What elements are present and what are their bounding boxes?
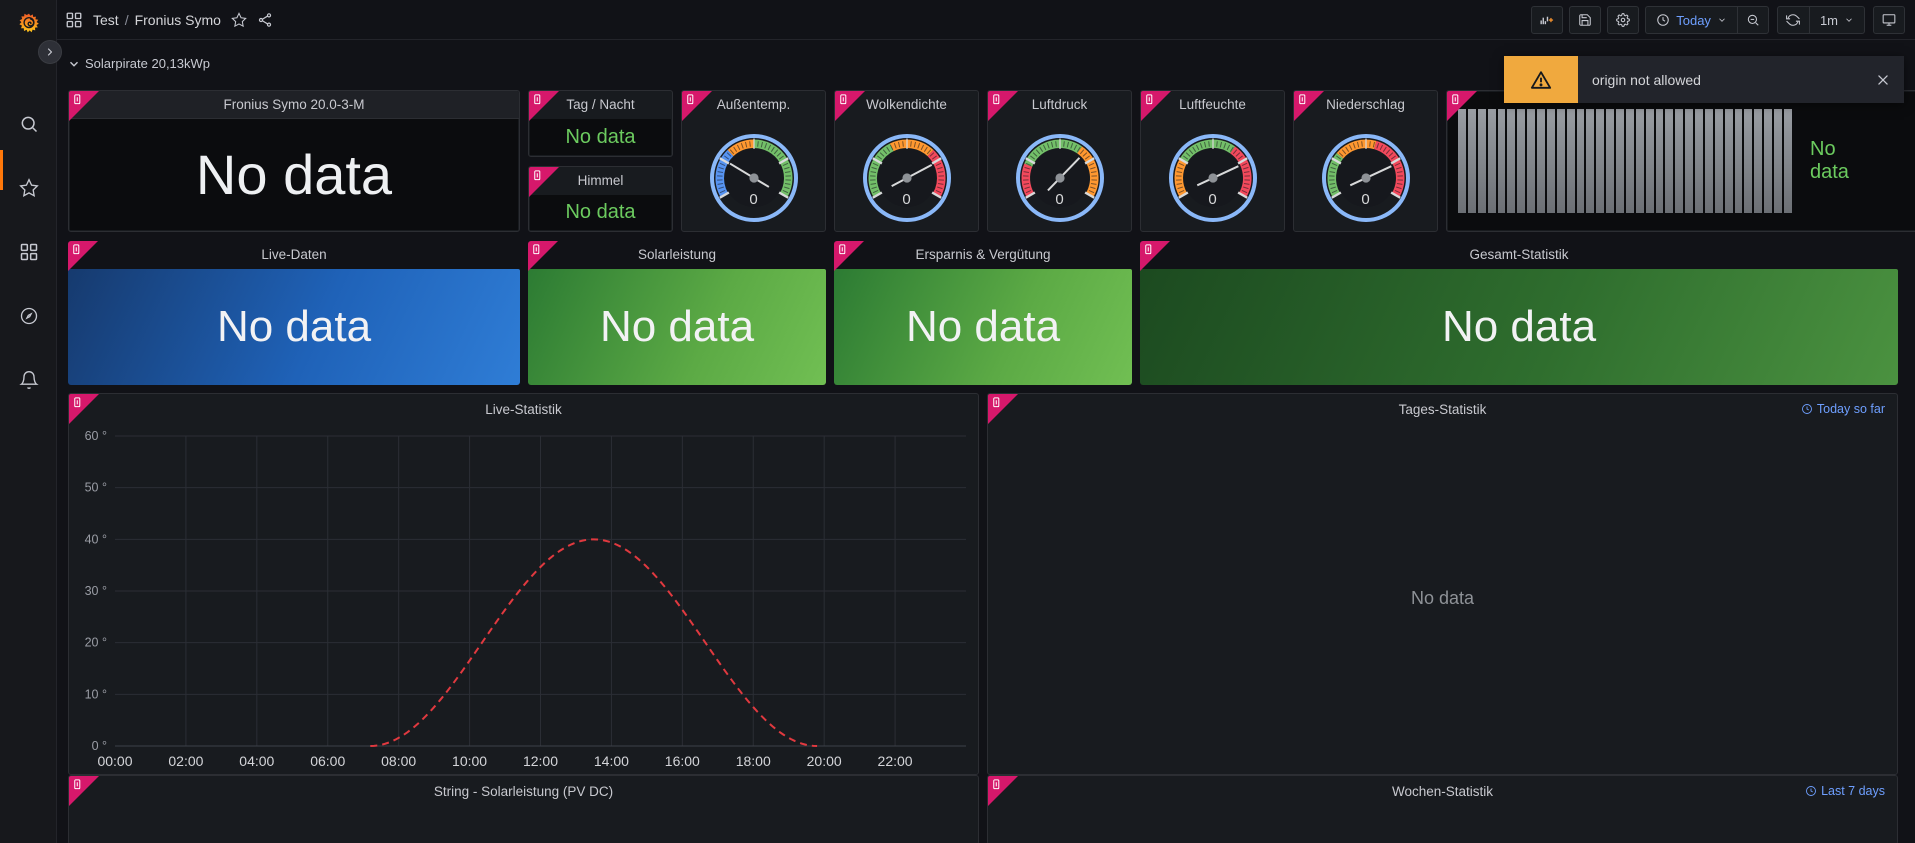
svg-text:16:00: 16:00 [665, 753, 700, 769]
svg-text:08:00: 08:00 [381, 753, 416, 769]
svg-text:12:00: 12:00 [523, 753, 558, 769]
svg-text:20:00: 20:00 [807, 753, 842, 769]
svg-text:06:00: 06:00 [310, 753, 345, 769]
svg-text:20 °: 20 ° [85, 636, 107, 650]
svg-text:10:00: 10:00 [452, 753, 487, 769]
svg-text:02:00: 02:00 [168, 753, 203, 769]
svg-text:60 °: 60 ° [85, 429, 107, 443]
svg-text:0 °: 0 ° [92, 739, 107, 753]
svg-text:00:00: 00:00 [97, 753, 132, 769]
svg-text:10 °: 10 ° [85, 687, 107, 701]
svg-text:40 °: 40 ° [85, 532, 107, 546]
svg-text:04:00: 04:00 [239, 753, 274, 769]
svg-text:14:00: 14:00 [594, 753, 629, 769]
svg-text:18:00: 18:00 [736, 753, 771, 769]
svg-text:22:00: 22:00 [878, 753, 913, 769]
svg-text:50 °: 50 ° [85, 481, 107, 495]
svg-text:30 °: 30 ° [85, 584, 107, 598]
